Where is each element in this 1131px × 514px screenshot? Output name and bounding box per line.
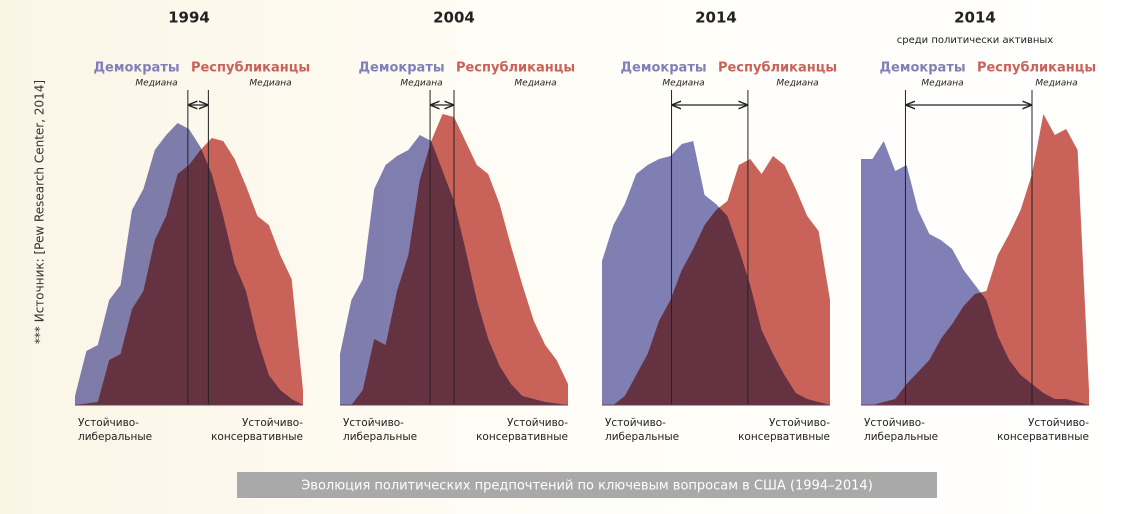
- x-label: Устойчиво-: [605, 417, 666, 429]
- median-label: Медиана: [776, 79, 818, 89]
- x-label: Устойчиво-: [864, 417, 925, 429]
- panel-title: 2014: [695, 9, 737, 27]
- x-label: либеральные: [605, 431, 679, 443]
- x-label: консервативные: [211, 431, 303, 443]
- x-label: либеральные: [78, 431, 152, 443]
- legend-label: Демократы: [620, 61, 706, 76]
- legend-label: Демократы: [93, 61, 179, 76]
- x-label: консервативные: [997, 431, 1089, 443]
- panel-title: 1994: [168, 9, 210, 27]
- median-label: Медиана: [400, 79, 442, 89]
- legend-label: Демократы: [358, 61, 444, 76]
- x-label: Устойчиво-: [242, 417, 303, 429]
- x-label: консервативные: [476, 431, 568, 443]
- caption: Эволюция политических предпочтений по кл…: [301, 479, 873, 494]
- panel-title: 2014: [954, 9, 996, 27]
- legend-label: Республиканцы: [456, 61, 575, 76]
- median-label: Медиана: [135, 79, 177, 89]
- median-label: Медиана: [921, 79, 963, 89]
- legend-label: Республиканцы: [191, 61, 310, 76]
- median-label: Медиана: [249, 79, 291, 89]
- caption-box: [237, 472, 937, 498]
- legend-label: Республиканцы: [977, 61, 1096, 76]
- x-label: консервативные: [738, 431, 830, 443]
- x-label: Устойчиво-: [343, 417, 404, 429]
- area: [861, 141, 1089, 405]
- panel-subtitle: среди политически активных: [897, 35, 1054, 46]
- x-label: либеральные: [343, 431, 417, 443]
- median-label: Медиана: [1035, 79, 1077, 89]
- median-label: Медиана: [662, 79, 704, 89]
- panel-title: 2004: [433, 9, 475, 27]
- x-label: либеральные: [864, 431, 938, 443]
- x-label: Устойчиво-: [78, 417, 139, 429]
- source: *** Источник: [Pew Research Center, 2014…: [33, 80, 47, 344]
- x-label: Устойчиво-: [1028, 417, 1089, 429]
- median-label: Медиана: [514, 79, 556, 89]
- x-label: Устойчиво-: [769, 417, 830, 429]
- legend-label: Демократы: [879, 61, 965, 76]
- x-label: Устойчиво-: [507, 417, 568, 429]
- area: [602, 141, 830, 405]
- area: [75, 123, 303, 405]
- legend-label: Республиканцы: [718, 61, 837, 76]
